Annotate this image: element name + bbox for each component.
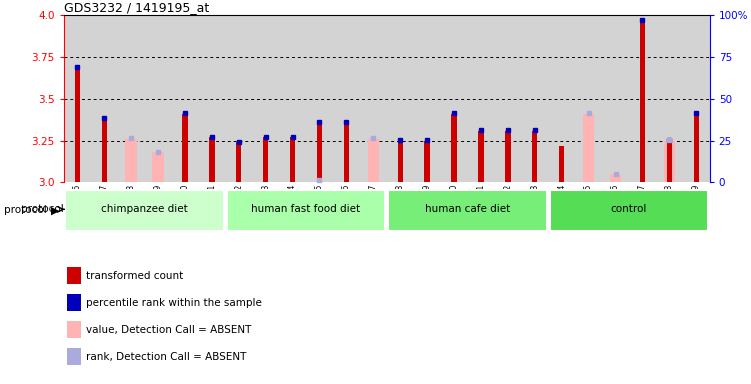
Bar: [279, 15, 306, 182]
Bar: [451, 114, 457, 182]
Bar: [118, 15, 144, 182]
Bar: [144, 15, 171, 182]
Bar: [602, 15, 629, 182]
Bar: [344, 122, 349, 182]
Bar: [521, 15, 548, 182]
Bar: [387, 15, 414, 182]
Bar: [125, 139, 137, 182]
Bar: [67, 294, 81, 311]
Bar: [683, 15, 710, 182]
Bar: [171, 15, 198, 182]
Bar: [263, 137, 268, 182]
Bar: [101, 119, 107, 182]
Bar: [333, 15, 360, 182]
Bar: [67, 321, 81, 338]
Text: protocol: protocol: [4, 205, 47, 215]
Bar: [640, 20, 645, 182]
Bar: [252, 15, 279, 182]
Bar: [505, 131, 511, 182]
Bar: [441, 15, 467, 182]
Text: human cafe diet: human cafe diet: [425, 204, 510, 214]
Bar: [397, 141, 403, 182]
Bar: [467, 15, 494, 182]
Bar: [91, 15, 118, 182]
Text: control: control: [611, 204, 647, 214]
Bar: [225, 15, 252, 182]
Bar: [667, 141, 672, 182]
Bar: [424, 141, 430, 182]
FancyBboxPatch shape: [550, 190, 708, 230]
Text: rank, Detection Call = ABSENT: rank, Detection Call = ABSENT: [86, 352, 247, 362]
Bar: [152, 152, 164, 182]
Text: value, Detection Call = ABSENT: value, Detection Call = ABSENT: [86, 324, 252, 334]
Bar: [548, 15, 575, 182]
Bar: [583, 114, 594, 182]
Bar: [656, 15, 683, 182]
Bar: [64, 15, 91, 182]
Text: percentile rank within the sample: percentile rank within the sample: [86, 298, 262, 308]
Bar: [182, 114, 188, 182]
Bar: [209, 137, 215, 182]
Bar: [664, 141, 675, 182]
Text: transformed count: transformed count: [86, 271, 184, 281]
Bar: [575, 15, 602, 182]
Bar: [236, 142, 242, 182]
Bar: [317, 122, 322, 182]
Bar: [67, 267, 81, 284]
Bar: [314, 181, 325, 182]
Bar: [494, 15, 521, 182]
Bar: [368, 139, 379, 182]
Bar: [559, 146, 564, 182]
Bar: [74, 67, 80, 182]
Bar: [306, 15, 333, 182]
FancyBboxPatch shape: [227, 190, 385, 230]
Bar: [610, 174, 621, 182]
FancyBboxPatch shape: [65, 190, 224, 230]
Text: GDS3232 / 1419195_at: GDS3232 / 1419195_at: [64, 1, 209, 14]
Bar: [198, 15, 225, 182]
Text: chimpanzee diet: chimpanzee diet: [101, 204, 188, 214]
Bar: [532, 131, 538, 182]
Bar: [290, 137, 295, 182]
Bar: [67, 348, 81, 365]
Bar: [693, 114, 699, 182]
Text: human fast food diet: human fast food diet: [252, 204, 360, 214]
Bar: [414, 15, 441, 182]
Text: protocol: protocol: [21, 204, 64, 214]
Bar: [478, 131, 484, 182]
Bar: [629, 15, 656, 182]
Text: ▶: ▶: [51, 205, 59, 215]
FancyBboxPatch shape: [388, 190, 547, 230]
Bar: [360, 15, 387, 182]
